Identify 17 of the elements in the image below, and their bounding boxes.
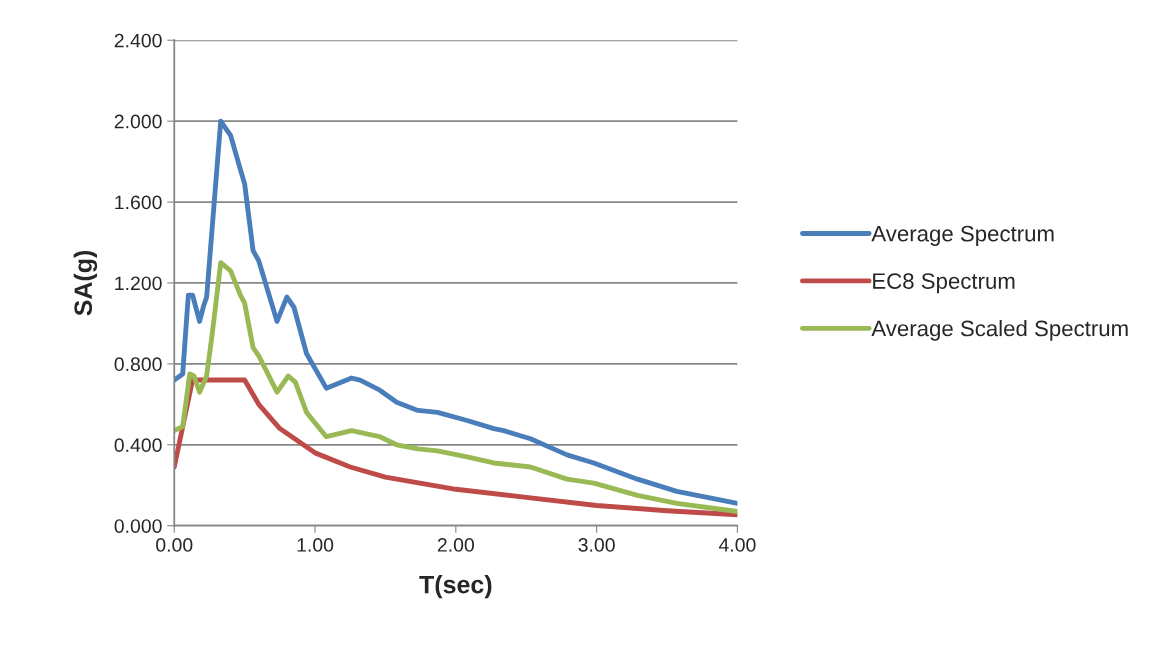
y-tick-label: 0.800 (114, 357, 162, 372)
y-tick-label: 2.400 (114, 33, 162, 48)
x-tick-label: 2.00 (437, 538, 474, 552)
y-tick-label: 1.600 (115, 195, 162, 210)
x-tick-label: 1.00 (297, 538, 334, 552)
x-tick-label: 4.00 (718, 538, 756, 552)
legend-label: Average Scaled Spectrum (871, 319, 1128, 341)
y-axis-title: SA(g) (73, 250, 98, 316)
x-axis-title: T(sec) (419, 575, 492, 599)
legend-label: EC8 Spectrum (873, 273, 1015, 294)
y-tick-label: 0.400 (114, 438, 162, 453)
y-tick-label: 0.000 (114, 519, 162, 533)
y-tick-label: 1.200 (115, 276, 162, 291)
y-tick-label: 2.000 (114, 114, 162, 129)
x-tick-label: 3.00 (578, 538, 615, 552)
legend-label: Average Spectrum (871, 225, 1054, 246)
x-tick-label: 0.00 (156, 538, 193, 552)
